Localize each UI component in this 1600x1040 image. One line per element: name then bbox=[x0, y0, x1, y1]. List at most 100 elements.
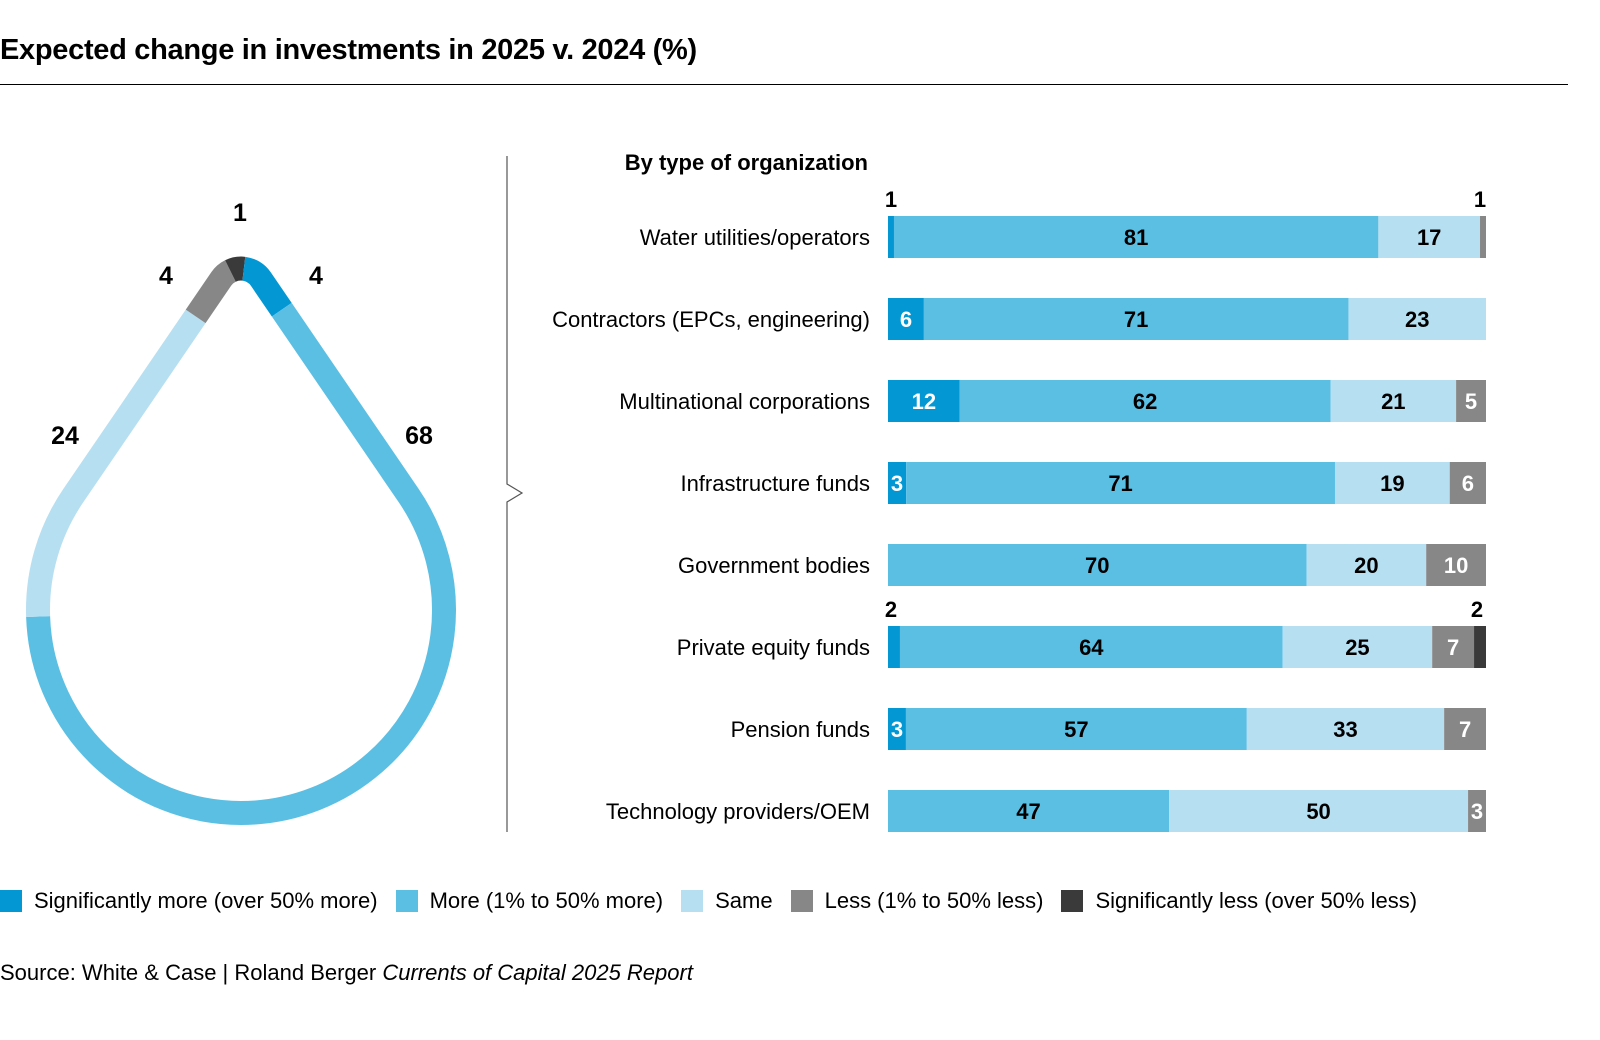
bar-value-label: 3 bbox=[891, 471, 903, 496]
bar-segment-significantly-more bbox=[888, 298, 924, 340]
legend-item: Same bbox=[681, 888, 773, 914]
water-drop-chart: 1 4 68 24 4 bbox=[26, 199, 456, 825]
bar-segment-more bbox=[906, 462, 1335, 504]
bar-segment-less bbox=[1456, 380, 1486, 422]
bar-value-label: 12 bbox=[912, 389, 936, 414]
bar-value-label: 17 bbox=[1417, 225, 1441, 250]
legend-swatch bbox=[681, 890, 704, 912]
bar-value-label: 81 bbox=[1124, 225, 1148, 250]
bar-row: Pension funds 3 57 33 7 bbox=[731, 708, 1486, 750]
drop-value-label: 68 bbox=[405, 422, 433, 450]
bar-segment-more bbox=[923, 298, 1349, 340]
bar-value-label: 3 bbox=[1471, 799, 1483, 824]
bar-row: Multinational corporations 12 62 21 5 bbox=[619, 380, 1486, 422]
bars-subtitle: By type of organization bbox=[625, 150, 868, 175]
bar-value-label: 1 bbox=[1474, 187, 1486, 212]
category-label: Technology providers/OEM bbox=[606, 799, 870, 824]
bar-value-label: 64 bbox=[1079, 635, 1104, 660]
legend-label: More (1% to 50% more) bbox=[429, 888, 664, 913]
bar-value-label: 20 bbox=[1354, 553, 1378, 578]
legend-swatch bbox=[790, 890, 813, 912]
bar-segment-same bbox=[1334, 462, 1450, 504]
bar-segment-significantly-more bbox=[888, 626, 900, 668]
bar-segment-same bbox=[1246, 708, 1445, 750]
category-label: Water utilities/operators bbox=[640, 225, 870, 250]
bar-row: Technology providers/OEM 47 50 3 bbox=[606, 790, 1486, 832]
bar-value-label: 3 bbox=[891, 717, 903, 742]
legend: Significantly more (over 50% more) More … bbox=[0, 884, 1435, 918]
bar-segment-more bbox=[905, 708, 1247, 750]
bar-value-label: 7 bbox=[1447, 635, 1459, 660]
bar-value-label: 25 bbox=[1345, 635, 1369, 660]
drop-segment-more bbox=[26, 256, 456, 825]
bar-value-label: 62 bbox=[1133, 389, 1157, 414]
bar-row: Government bodies 70 20 10 bbox=[678, 544, 1486, 586]
bar-value-label: 7 bbox=[1459, 717, 1471, 742]
drop-value-label: 24 bbox=[51, 422, 79, 450]
bar-segment-same bbox=[1306, 544, 1427, 586]
bar-segment-less bbox=[1444, 708, 1486, 750]
drop-segment-same bbox=[26, 256, 456, 825]
title-divider bbox=[0, 84, 1568, 85]
bar-value-label: 70 bbox=[1085, 553, 1109, 578]
category-label: Pension funds bbox=[731, 717, 870, 742]
bar-value-label: 57 bbox=[1064, 717, 1088, 742]
bar-segment-more bbox=[888, 790, 1170, 832]
drop-value-label: 4 bbox=[159, 262, 173, 290]
bar-value-label: 71 bbox=[1108, 471, 1132, 496]
bar-value-label: 33 bbox=[1333, 717, 1357, 742]
bar-segment-same bbox=[1282, 626, 1433, 668]
chart-title: Expected change in investments in 2025 v… bbox=[0, 34, 697, 66]
bar-value-label: 6 bbox=[1462, 471, 1474, 496]
drop-value-label: 1 bbox=[233, 199, 247, 227]
legend-label: Significantly less (over 50% less) bbox=[1095, 888, 1418, 913]
legend-swatch bbox=[395, 890, 418, 912]
bar-segment-significantly-more bbox=[888, 462, 907, 504]
legend-item: More (1% to 50% more) bbox=[395, 888, 664, 914]
bar-segment-significantly-more bbox=[888, 708, 906, 750]
bar-value-label: 6 bbox=[900, 307, 912, 332]
bar-segment-significantly-less bbox=[1474, 626, 1486, 668]
bar-segment-more bbox=[959, 380, 1331, 422]
bar-segment-same bbox=[1378, 216, 1481, 258]
bar-segment-significantly-more bbox=[888, 216, 894, 258]
category-label: Contractors (EPCs, engineering) bbox=[552, 307, 870, 332]
bar-value-label: 10 bbox=[1444, 553, 1468, 578]
legend-swatch bbox=[1061, 890, 1084, 912]
category-label: Multinational corporations bbox=[619, 389, 870, 414]
bar-segment-same bbox=[1169, 790, 1469, 832]
group-brace bbox=[506, 156, 524, 832]
bar-segment-same bbox=[1330, 380, 1457, 422]
drop-value-label: 4 bbox=[309, 262, 323, 290]
source-report: Currents of Capital 2025 Report bbox=[382, 960, 693, 985]
bar-row: Contractors (EPCs, engineering) 6 71 23 bbox=[552, 298, 1486, 340]
bar-segment-more bbox=[888, 544, 1307, 586]
bar-value-label: 1 bbox=[885, 187, 897, 212]
legend-item: Significantly less (over 50% less) bbox=[1061, 888, 1417, 914]
legend-item: Significantly more (over 50% more) bbox=[0, 888, 378, 914]
bar-segment-less bbox=[1480, 216, 1486, 258]
category-label: Infrastructure funds bbox=[680, 471, 870, 496]
legend-label: Less (1% to 50% less) bbox=[824, 888, 1044, 913]
legend-label: Same bbox=[715, 888, 773, 913]
bar-value-label: 50 bbox=[1306, 799, 1330, 824]
bar-row: Water utilities/operators 1 81 17 1 bbox=[640, 187, 1486, 258]
bar-segment-less bbox=[1468, 790, 1486, 832]
category-label: Government bodies bbox=[678, 553, 870, 578]
bar-segment-significantly-more bbox=[888, 380, 960, 422]
bar-segment-more bbox=[893, 216, 1379, 258]
stacked-bar-chart: By type of organization Water utilities/o… bbox=[506, 150, 1486, 832]
bar-value-label: 19 bbox=[1380, 471, 1404, 496]
category-label: Private equity funds bbox=[677, 635, 870, 660]
bar-segment-less bbox=[1426, 544, 1486, 586]
source-prefix: Source: White & Case | Roland Berger bbox=[0, 960, 383, 985]
bar-value-label: 47 bbox=[1016, 799, 1040, 824]
source-note: Source: White & Case | Roland Berger Cur… bbox=[0, 960, 693, 986]
bar-value-label: 5 bbox=[1465, 389, 1477, 414]
bar-value-label: 71 bbox=[1124, 307, 1148, 332]
bar-value-label: 21 bbox=[1381, 389, 1405, 414]
legend-label: Significantly more (over 50% more) bbox=[34, 888, 378, 913]
bar-value-label: 2 bbox=[885, 597, 897, 622]
legend-swatch bbox=[0, 890, 22, 912]
